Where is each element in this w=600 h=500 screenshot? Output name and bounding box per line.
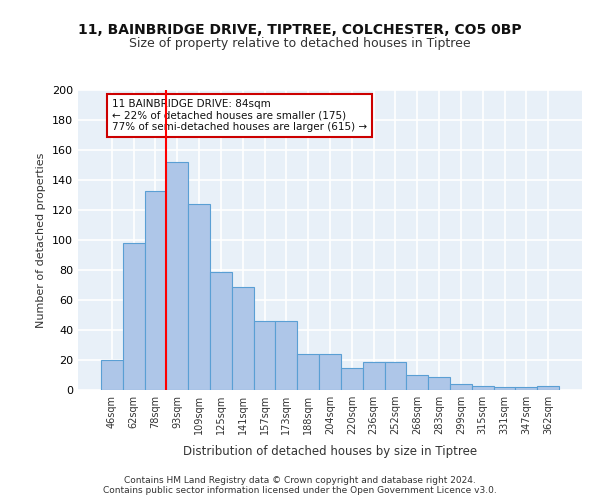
Bar <box>232 286 254 390</box>
Bar <box>450 384 472 390</box>
Text: Size of property relative to detached houses in Tiptree: Size of property relative to detached ho… <box>129 38 471 51</box>
Bar <box>537 386 559 390</box>
Bar <box>319 354 341 390</box>
Text: 11 BAINBRIDGE DRIVE: 84sqm
← 22% of detached houses are smaller (175)
77% of sem: 11 BAINBRIDGE DRIVE: 84sqm ← 22% of deta… <box>112 99 367 132</box>
Bar <box>210 272 232 390</box>
Bar <box>406 375 428 390</box>
Bar <box>297 354 319 390</box>
Bar <box>166 162 188 390</box>
Bar <box>385 362 406 390</box>
Text: 11, BAINBRIDGE DRIVE, TIPTREE, COLCHESTER, CO5 0BP: 11, BAINBRIDGE DRIVE, TIPTREE, COLCHESTE… <box>78 22 522 36</box>
Bar <box>123 243 145 390</box>
Bar <box>275 321 297 390</box>
Bar <box>341 368 363 390</box>
X-axis label: Distribution of detached houses by size in Tiptree: Distribution of detached houses by size … <box>183 446 477 458</box>
Bar <box>188 204 210 390</box>
Bar <box>254 321 275 390</box>
Bar <box>428 376 450 390</box>
Bar <box>363 362 385 390</box>
Bar <box>494 387 515 390</box>
Bar <box>145 190 166 390</box>
Bar <box>472 386 494 390</box>
Text: Contains HM Land Registry data © Crown copyright and database right 2024.
Contai: Contains HM Land Registry data © Crown c… <box>103 476 497 495</box>
Bar <box>515 387 537 390</box>
Y-axis label: Number of detached properties: Number of detached properties <box>37 152 46 328</box>
Bar <box>101 360 123 390</box>
